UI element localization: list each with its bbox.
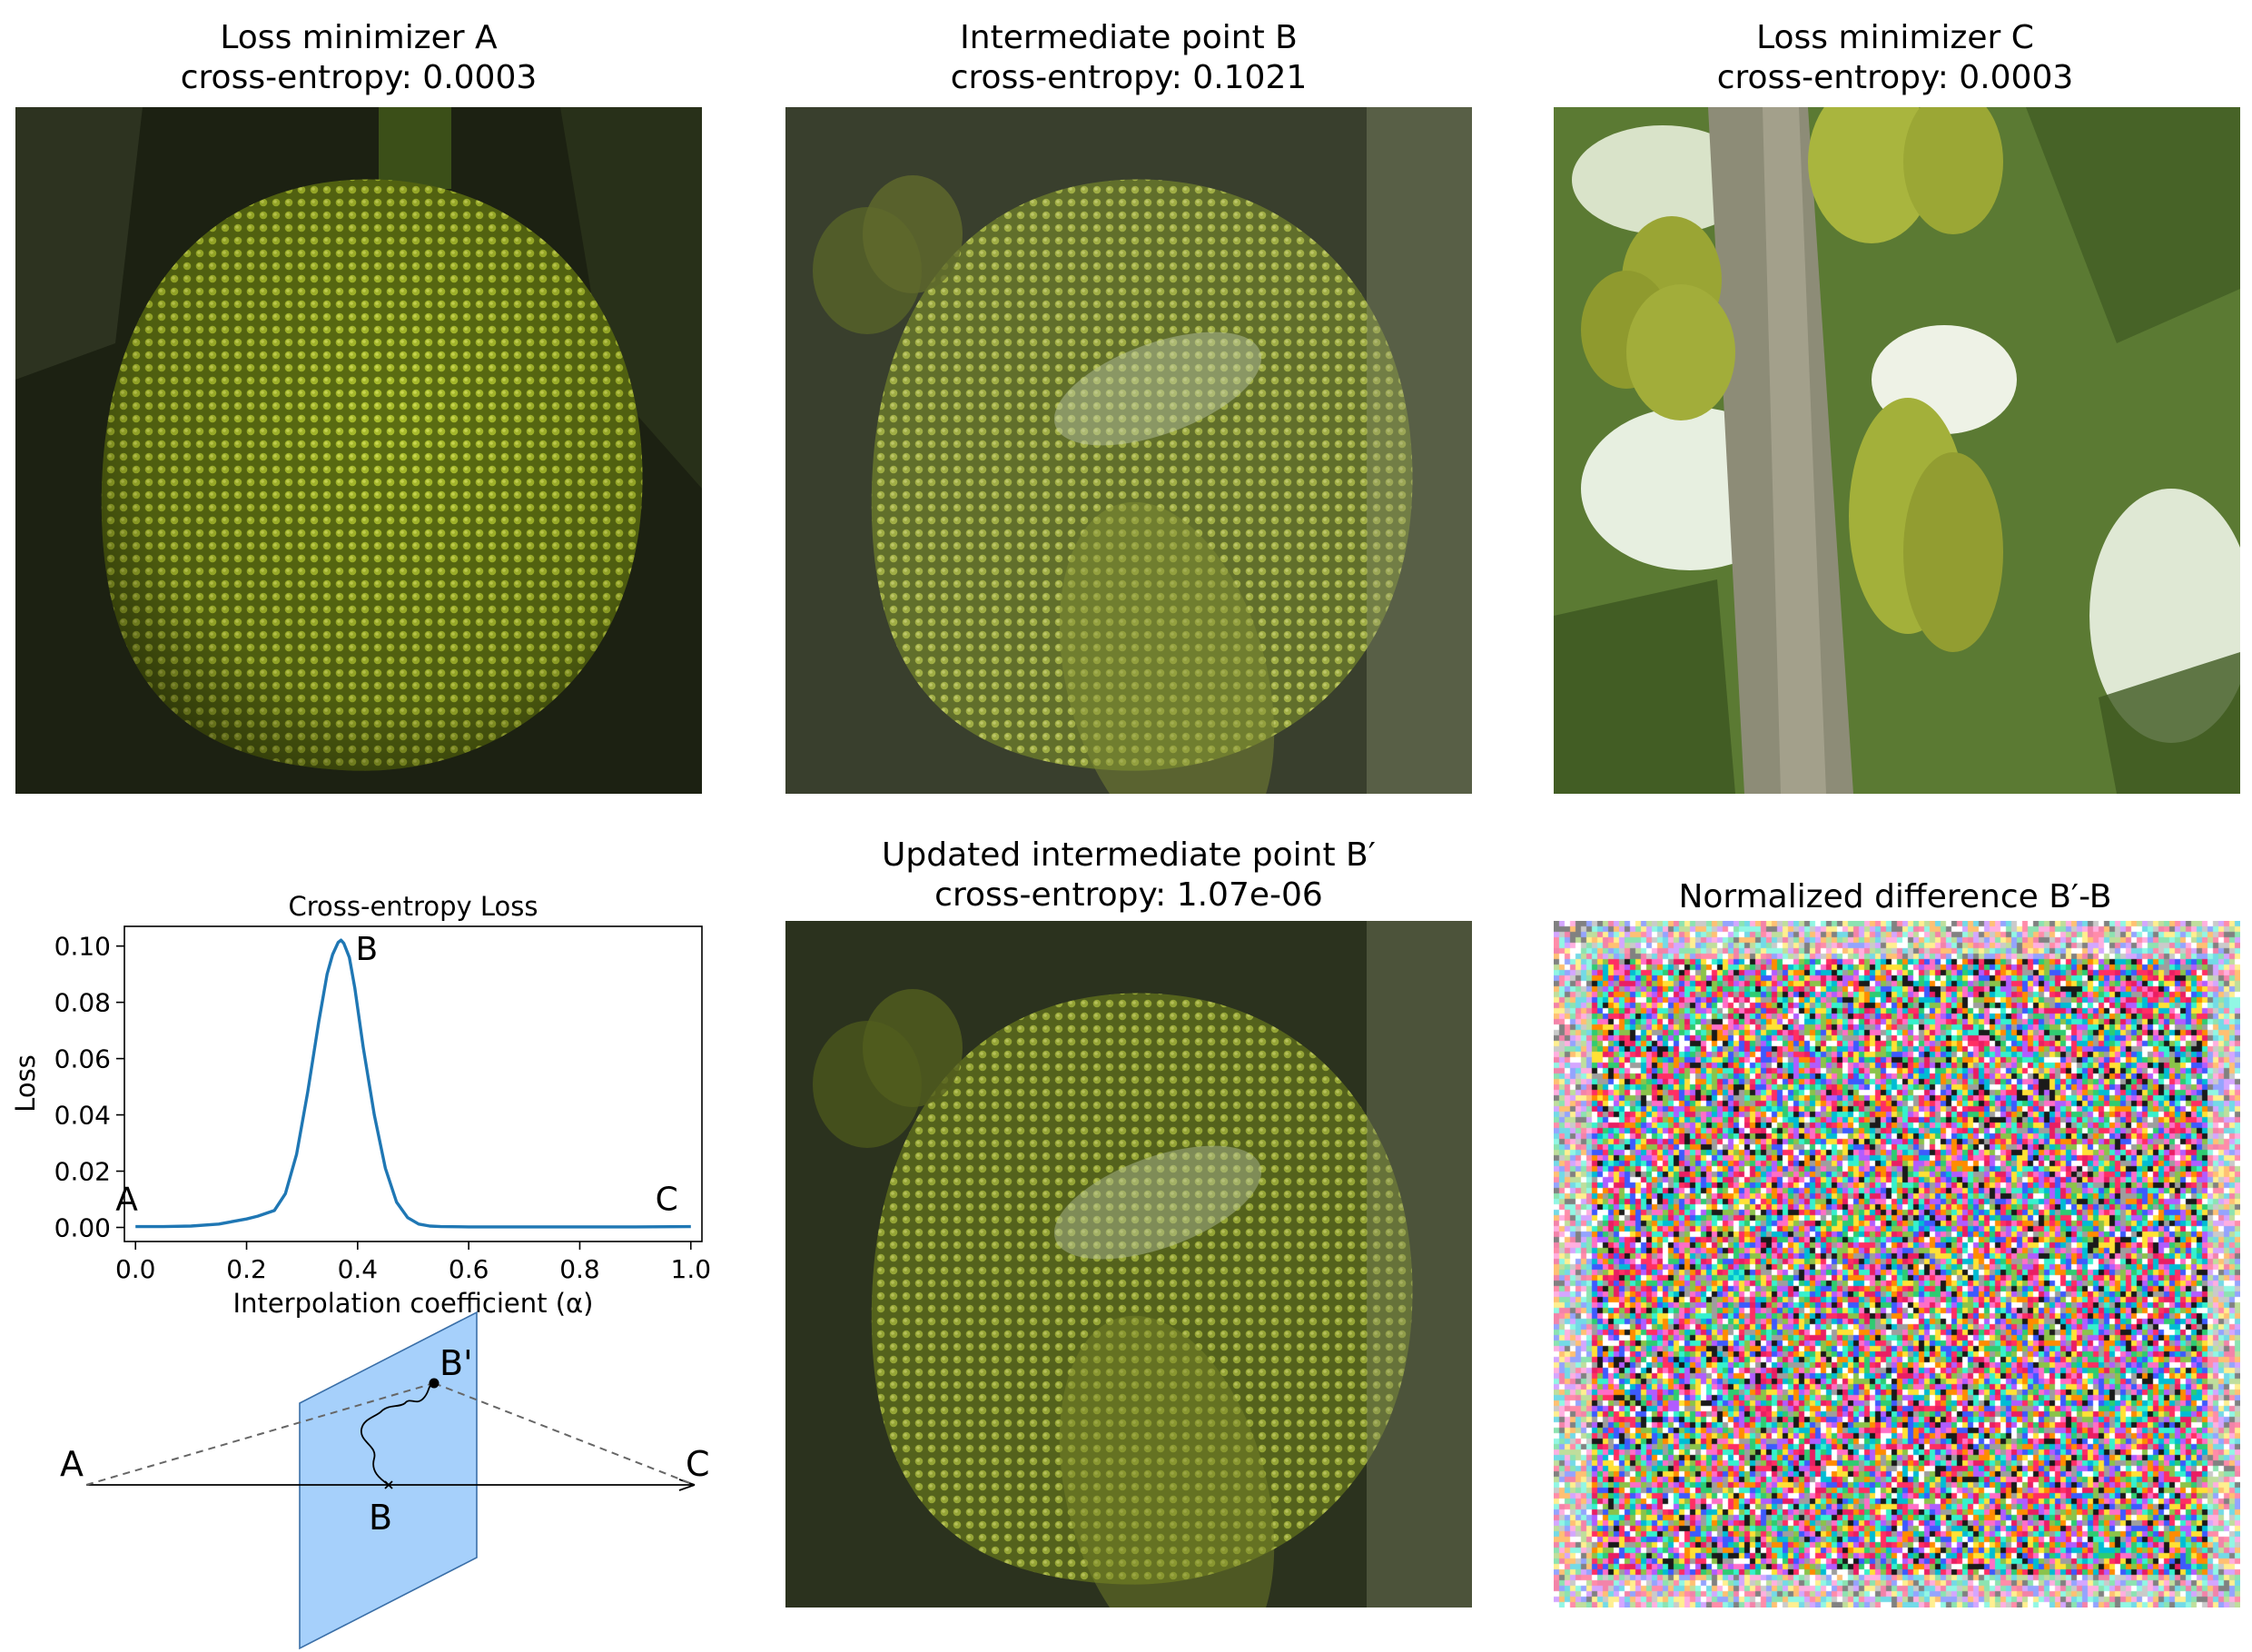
noise-canvas (1554, 921, 2240, 1607)
orthogonal-plane (299, 1311, 478, 1650)
panel-a-title: Loss minimizer A cross-entropy: 0.0003 (14, 18, 704, 98)
y-tick-label: 0.06 (54, 1044, 111, 1074)
image-normalized-difference (1554, 921, 2240, 1607)
chart-point-label: B (356, 931, 379, 968)
x-tick-label: 0.2 (226, 1254, 267, 1284)
chart-xlabel: Interpolation coefficient (α) (233, 1288, 594, 1319)
x-tick-label: 0.4 (338, 1254, 379, 1284)
panel-c-title-text: Loss minimizer C (1756, 19, 2034, 56)
interpolation-diagram: A C B B' (60, 1311, 710, 1650)
panel-b-subtitle: cross-entropy: 0.1021 (950, 59, 1308, 96)
chart-point-label: C (656, 1182, 678, 1219)
y-tick-label: 0.04 (54, 1101, 111, 1131)
chart-point-label: A (115, 1182, 138, 1219)
panel-a-title-text: Loss minimizer A (220, 19, 498, 56)
chart-axes-frame (123, 925, 703, 1242)
loss-chart: Cross-entropy Loss 0.0 0.2 0.4 0.6 0.8 1.0 0.0… (10, 891, 711, 1319)
x-tick-label: 0.6 (449, 1254, 489, 1284)
bprime-marker (429, 1378, 440, 1389)
x-tick-label: 0.8 (559, 1254, 600, 1284)
x-tick-label: 1.0 (671, 1254, 712, 1284)
panel-b-title-text: Intermediate point B (960, 19, 1298, 56)
panel-diff-title-text: Normalized difference B′-B (1678, 878, 2112, 915)
b-marker (384, 1480, 393, 1489)
image-intermediate-point-b (785, 107, 1472, 794)
image-loss-minimizer-c (1554, 107, 2240, 794)
loss-series-line (135, 938, 691, 1229)
y-tick-label: 0.02 (54, 1157, 111, 1187)
y-tick-label: 0.00 (54, 1213, 111, 1243)
diagram-label-a: A (60, 1444, 84, 1484)
image-updated-point-bprime (785, 921, 1472, 1607)
diagram-label-bprime: B' (440, 1343, 473, 1383)
optimization-path (361, 1382, 435, 1486)
image-loss-minimizer-a (15, 107, 702, 794)
chart-title: Cross-entropy Loss (289, 891, 538, 922)
x-tick-label: 0.0 (115, 1254, 156, 1284)
y-tick-label: 0.08 (54, 988, 111, 1018)
chart-ylabel: Loss (10, 1054, 41, 1113)
panel-b-title: Intermediate point B cross-entropy: 0.10… (784, 18, 1474, 98)
panel-a-subtitle: cross-entropy: 0.0003 (180, 59, 538, 96)
y-tick-label: 0.10 (54, 932, 111, 962)
dashed-bprime-to-c (433, 1382, 696, 1486)
panel-diff-title: Normalized difference B′-B (1550, 877, 2240, 917)
diagram-label-b: B (369, 1498, 392, 1538)
diagram-label-c: C (686, 1444, 710, 1484)
panel-c-title: Loss minimizer C cross-entropy: 0.0003 (1550, 18, 2240, 98)
panel-bprime-title-text: Updated intermediate point B′ (882, 836, 1376, 874)
panel-bprime-title: Updated intermediate point B′ cross-entr… (784, 836, 1474, 915)
panel-c-subtitle: cross-entropy: 0.0003 (1716, 59, 2074, 96)
panel-bprime-subtitle: cross-entropy: 1.07e-06 (934, 876, 1323, 914)
dashed-a-to-bprime (85, 1382, 435, 1486)
